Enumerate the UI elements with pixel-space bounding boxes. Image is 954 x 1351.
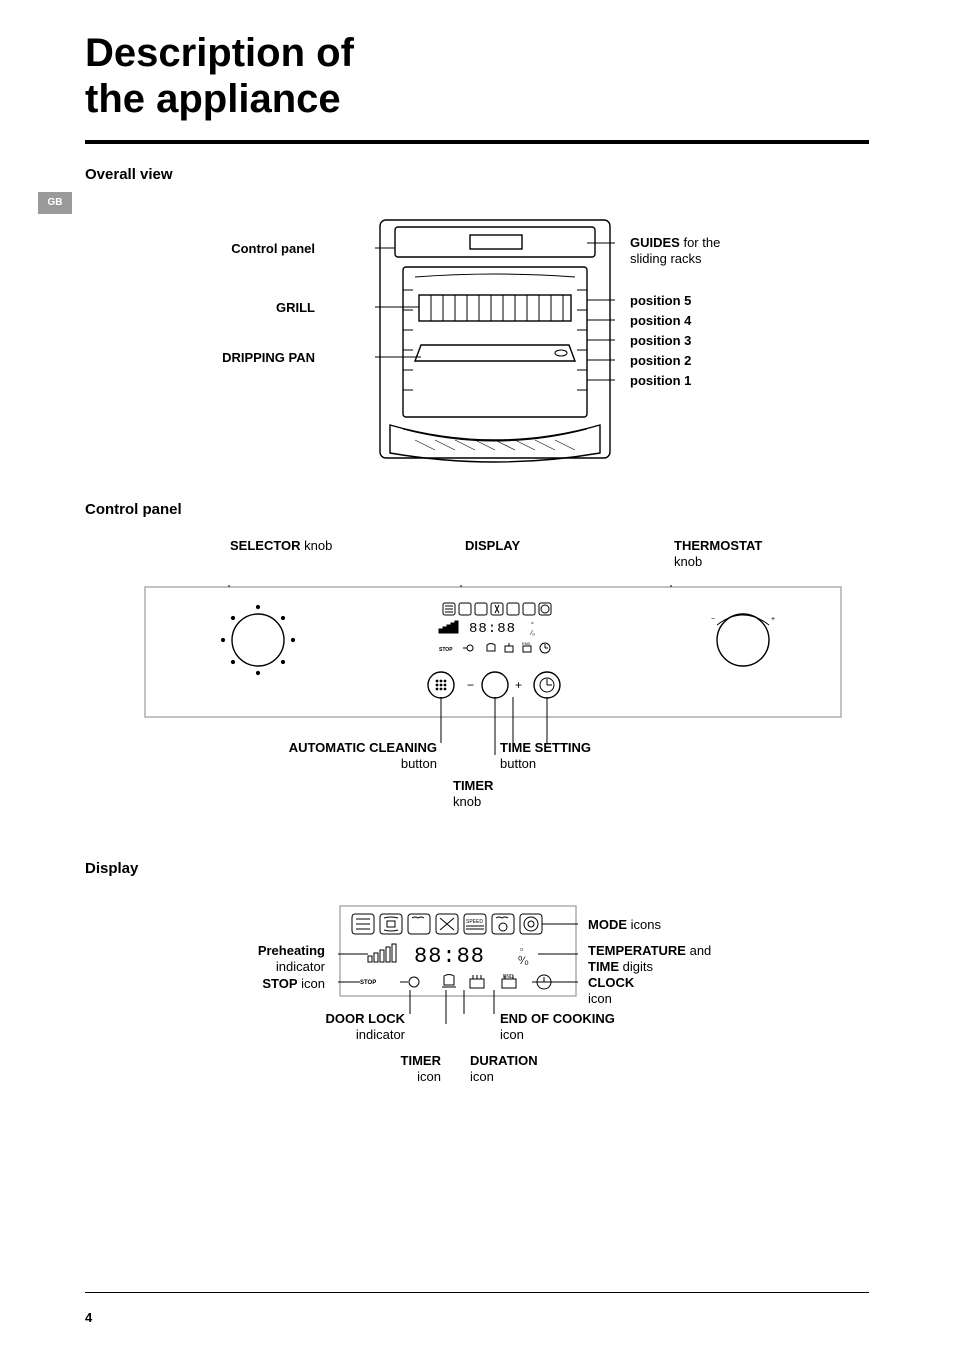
label-grill: GRILL: [85, 300, 315, 316]
label-pos3: position 3: [630, 333, 691, 349]
svg-text:−: −: [711, 616, 715, 623]
label-temp-time: TEMPERATURE and TIME digits: [588, 943, 711, 976]
svg-text:+: +: [771, 616, 775, 623]
heading-control-panel: Control panel: [85, 501, 869, 518]
label-eoc-icon: END OF COOKING icon: [500, 1011, 615, 1044]
title-rule: [85, 140, 869, 144]
figure-control-panel: SELECTOR knob DISPLAY THERMOSTAT knob: [85, 530, 869, 830]
svg-text:⁰⁄₀: ⁰⁄₀: [518, 955, 529, 967]
display-svg: SPEED 88:88 ▫ ⁰⁄₀ STOP: [338, 904, 578, 1024]
label-control-panel: Control panel: [85, 241, 315, 257]
label-stop-icon: STOP icon: [145, 976, 325, 992]
label-auto-cleaning: AUTOMATIC CLEANING button: [155, 740, 437, 773]
title-line1: Description of: [85, 31, 354, 75]
svg-text:°: °: [531, 621, 534, 629]
page-number: 4: [85, 1310, 92, 1325]
label-pos5: position 5: [630, 293, 691, 309]
figure-overall-view: Control panel GRILL DRIPPING PAN: [85, 195, 869, 495]
label-time-setting: TIME SETTING button: [500, 740, 591, 773]
label-guides: GUIDES for the sliding racks: [630, 235, 720, 268]
label-pos2: position 2: [630, 353, 691, 369]
label-preheating: Preheating indicator: [145, 943, 325, 976]
svg-text:STOP: STOP: [439, 647, 453, 653]
label-display: DISPLAY: [465, 538, 520, 554]
title-line2: the appliance: [85, 77, 341, 121]
heading-overall-view: Overall view: [85, 166, 869, 183]
figure-display: SPEED 88:88 ▫ ⁰⁄₀ STOP: [85, 889, 869, 1119]
label-pos4: position 4: [630, 313, 691, 329]
svg-text:−: −: [467, 678, 474, 692]
label-thermostat-knob: THERMOSTAT knob: [674, 538, 762, 571]
svg-text:STOP: STOP: [360, 980, 376, 986]
page-content: Description of the appliance Overall vie…: [85, 30, 869, 1291]
label-dripping-pan: DRIPPING PAN: [85, 350, 315, 366]
label-timer-knob: TIMER knob: [453, 778, 493, 811]
label-clock-icon: CLOCK icon: [588, 975, 634, 1008]
svg-text:▫: ▫: [520, 944, 523, 954]
oven-svg: [375, 215, 615, 485]
language-tab: GB: [38, 192, 72, 214]
label-mode-icons: MODE icons: [588, 917, 661, 933]
label-selector-knob: SELECTOR knob: [230, 538, 332, 554]
label-door-lock: DOOR LOCK indicator: [215, 1011, 405, 1044]
svg-text:88:88: 88:88: [414, 944, 485, 969]
svg-text:⁄₀: ⁄₀: [529, 630, 535, 637]
page-title: Description of the appliance: [85, 30, 869, 122]
heading-display: Display: [85, 860, 869, 877]
svg-text:END: END: [522, 641, 531, 646]
label-duration-icon: DURATION icon: [470, 1053, 538, 1086]
svg-text:+: +: [515, 678, 522, 692]
controlpanel-svg: 88:88 ° ⁄₀ STOP END: [143, 585, 843, 755]
footer-rule: [85, 1292, 869, 1293]
label-pos1: position 1: [630, 373, 691, 389]
svg-text:88:88: 88:88: [469, 621, 516, 637]
label-timer-icon: TIMER icon: [285, 1053, 441, 1086]
svg-text:SPEED: SPEED: [466, 919, 483, 925]
